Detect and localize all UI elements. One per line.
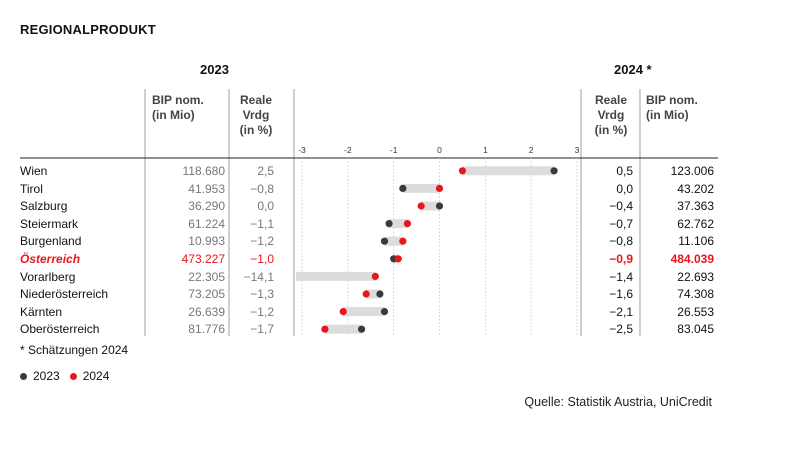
bip-2023-cell: 26.639	[188, 304, 225, 319]
point-2024	[371, 272, 379, 280]
point-2023	[385, 220, 393, 228]
tick-label-1: 1	[483, 145, 488, 155]
vrdg-2024-cell: −0,8	[609, 234, 633, 249]
point-2024	[394, 255, 402, 263]
bip-2024-cell: 37.363	[677, 199, 714, 214]
bip-2024-column-header: BIP nom. (in Mio)	[646, 93, 698, 122]
legend-dot-2024-icon	[69, 372, 77, 380]
vrdg-2023-cell: −1,7	[250, 322, 274, 337]
vrdg-2023-cell: 2,5	[257, 164, 274, 178]
tick-label-3: 3	[575, 145, 580, 155]
point-2024	[458, 167, 467, 175]
point-2024	[321, 325, 329, 333]
region-label: Oberösterreich	[20, 322, 100, 337]
bip-2024-cell: 43.202	[677, 181, 714, 196]
legend-label-2024: 2024	[82, 369, 110, 383]
region-label: Österreich	[20, 252, 81, 266]
vrdg-2023-cell: −1,2	[250, 234, 274, 249]
point-2023	[435, 202, 444, 210]
range-bar	[296, 271, 376, 281]
vrdg-2024-cell: −1,6	[609, 287, 633, 302]
footnote: * Schätzungen 2024	[20, 343, 129, 357]
vrdg-2024-cell: 0,0	[616, 181, 633, 196]
legend-dot-2023-icon	[20, 372, 27, 380]
vrdg-2023-cell: −1,2	[250, 304, 274, 319]
vrdg-2023-cell: 0,0	[257, 199, 274, 214]
source-note: Quelle: Statistik Austria, UniCredit	[524, 395, 712, 409]
region-label: Wien	[20, 164, 48, 178]
vrdg-2024-cell: −1,4	[609, 269, 633, 284]
range-bar	[389, 219, 408, 229]
tick-label-2: 2	[529, 145, 534, 155]
bip-2023-cell: 73.205	[188, 287, 225, 302]
range-bar	[384, 236, 403, 246]
legend: 2023 2024	[20, 369, 109, 383]
bip-2024-cell: 62.762	[677, 216, 714, 231]
bip-2024-cell: 83.045	[677, 322, 714, 337]
vrdg-2023-cell: −14,1	[243, 269, 274, 284]
vrdg-2023-cell: −0,8	[250, 181, 274, 196]
point-2023	[399, 184, 407, 192]
bip-2023-cell: 36.290	[188, 199, 225, 214]
region-label: Salzburg	[20, 199, 68, 214]
range-bar	[324, 324, 362, 334]
point-2024	[362, 290, 370, 298]
vrdg-2024-cell: −0,9	[609, 252, 633, 266]
bip-2024-cell: 74.308	[677, 287, 714, 302]
region-label: Burgenland	[20, 234, 82, 249]
bip-2023-cell: 41.953	[188, 181, 225, 196]
range-bar	[366, 289, 380, 299]
vrdg-2024-cell: 0,5	[616, 164, 633, 178]
point-2023	[376, 290, 384, 298]
range-bar	[402, 183, 440, 193]
vrdg-2024-cell: −0,7	[609, 216, 633, 231]
vrdg-2024-cell: −2,1	[609, 304, 633, 319]
point-2024	[435, 184, 444, 192]
bip-2023-cell: 61.224	[188, 216, 225, 231]
point-2024	[339, 308, 347, 316]
tick-label--1: -1	[390, 145, 398, 155]
point-2023	[380, 237, 389, 245]
vrdg-2023-cell: −1,3	[250, 287, 274, 302]
vrdg-2023-column-header: Reale Vrdg (in %)	[239, 93, 273, 137]
year-2023-header: 2023	[200, 62, 229, 77]
bip-2024-cell: 22.693	[677, 269, 714, 284]
tick-label-0: 0	[437, 145, 442, 155]
legend-label-2023: 2023	[33, 369, 60, 383]
point-2023	[550, 167, 558, 175]
vrdg-2024-cell: −2,5	[609, 322, 633, 337]
point-2023	[380, 308, 389, 316]
range-bar	[421, 201, 440, 211]
vrdg-2024-column-header: Reale Vrdg (in %)	[594, 93, 628, 137]
bip-2023-cell: 473.227	[181, 252, 225, 266]
region-label: Niederösterreich	[20, 287, 109, 302]
bip-2023-cell: 22.305	[188, 269, 225, 284]
range-bar	[462, 166, 555, 176]
tick-label--3: -3	[298, 145, 306, 155]
vrdg-2023-cell: −1,1	[250, 216, 274, 231]
region-label: Tirol	[20, 181, 43, 196]
vrdg-2024-cell: −0,4	[609, 199, 633, 214]
point-2024	[403, 220, 412, 228]
bip-2024-cell: 123.006	[670, 164, 714, 178]
bip-2023-cell: 10.993	[188, 234, 225, 249]
region-label: Vorarlberg	[20, 269, 76, 284]
year-2024-header: 2024 *	[614, 62, 652, 77]
bip-2023-cell: 81.776	[188, 322, 225, 337]
bip-2023-cell: 118.680	[182, 164, 226, 178]
tick-label--2: -2	[344, 145, 352, 155]
region-label: Kärnten	[20, 304, 63, 319]
bip-2024-cell: 484.039	[670, 252, 714, 266]
point-2024	[417, 202, 425, 210]
point-2023	[357, 325, 366, 333]
bip-2024-cell: 26.553	[677, 304, 714, 319]
chart-title: REGIONALPRODUKT	[20, 22, 156, 37]
region-label: Steiermark	[20, 216, 79, 231]
range-bar	[343, 307, 385, 317]
vrdg-2023-cell: −1,0	[250, 252, 274, 266]
bip-2023-column-header: BIP nom. (in Mio)	[152, 93, 204, 122]
bip-2024-cell: 11.106	[678, 234, 714, 249]
point-2024	[399, 237, 407, 245]
